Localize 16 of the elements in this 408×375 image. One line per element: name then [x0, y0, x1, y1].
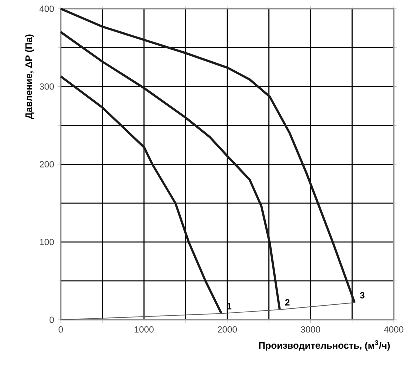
- y-tick-label: 300: [40, 84, 54, 90]
- line-series: [60, 31, 282, 311]
- y-tick-label: 0: [50, 316, 54, 324]
- y-tick-label: 100: [40, 239, 54, 246]
- x-tick-label: 0: [58, 326, 64, 333]
- x-axis-title: Производительность, (м$^{3}$/ч): [259, 340, 390, 351]
- y-tick-label: 200: [40, 161, 54, 168]
- x-tick-label: 1000: [134, 326, 154, 333]
- y-axis-title: Давление, ΔP (Па): [25, 34, 34, 120]
- series-label: 3: [360, 292, 365, 299]
- x-tick-label: 2000: [218, 326, 238, 333]
- y-tick-label: 400: [40, 6, 54, 12]
- x-tick-label: 4000: [384, 326, 404, 333]
- x-tick-label: 3000: [301, 326, 320, 333]
- series-label: 2: [285, 299, 290, 306]
- line-series: [60, 76, 223, 315]
